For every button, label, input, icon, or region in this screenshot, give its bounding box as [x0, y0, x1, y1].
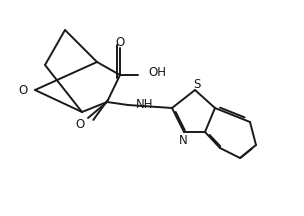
Text: O: O [116, 35, 125, 49]
Text: S: S [193, 78, 201, 92]
Text: O: O [75, 119, 85, 132]
Text: OH: OH [148, 67, 166, 79]
Text: NH: NH [136, 98, 154, 111]
Text: O: O [19, 84, 28, 97]
Text: N: N [179, 133, 187, 146]
